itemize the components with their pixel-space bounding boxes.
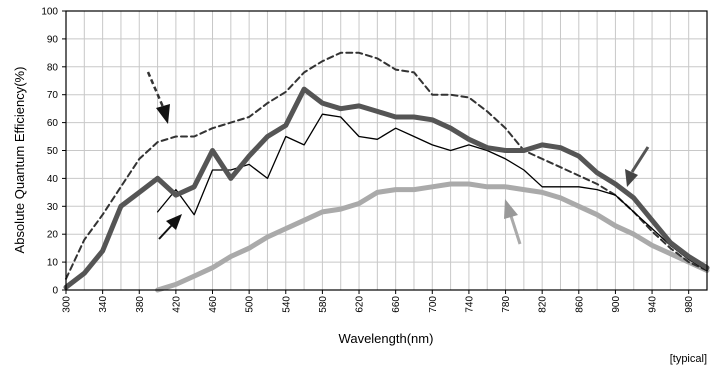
y-tick-label: 0 xyxy=(52,286,58,297)
x-tick-label: 740 xyxy=(464,296,475,313)
y-tick-label: 90 xyxy=(47,34,59,45)
series-line-3 xyxy=(156,113,708,272)
x-tick-label: 500 xyxy=(245,296,256,313)
grid xyxy=(66,11,707,290)
y-tick-label: 80 xyxy=(47,62,59,73)
x-tick-label: 660 xyxy=(391,296,402,313)
x-tick-label: 340 xyxy=(98,296,109,313)
annotations xyxy=(146,71,650,245)
y-tick-label: 40 xyxy=(47,174,59,185)
x-tick-label: 700 xyxy=(428,296,439,313)
x-tick-label: 860 xyxy=(574,296,585,313)
typical-note: [typical] xyxy=(670,353,707,365)
y-tick-label: 100 xyxy=(41,7,58,18)
x-tick-label: 780 xyxy=(501,296,512,313)
y-tick-label: 20 xyxy=(47,230,59,241)
y-tick-label: 50 xyxy=(47,146,59,157)
y-tick-label: 70 xyxy=(47,90,59,101)
arrow-thick-curve-icon xyxy=(625,146,650,187)
x-tick-label: 900 xyxy=(611,296,622,313)
y-tick-label: 10 xyxy=(47,258,59,269)
x-axis-label: Wavelength(nm) xyxy=(339,331,434,346)
series-line-2 xyxy=(63,86,710,290)
axes: 0 10 20 30 40 50 60 70 80 90 100 300 340 380 420 460 500… xyxy=(41,7,708,313)
series-line-4 xyxy=(155,181,710,293)
series-layer xyxy=(63,51,710,293)
x-tick-label: 620 xyxy=(355,296,366,313)
y-tick-label: 30 xyxy=(47,202,59,213)
x-tick-label: 460 xyxy=(208,296,219,313)
x-tick-label: 580 xyxy=(318,296,329,313)
x-tick-label: 300 xyxy=(62,296,73,313)
arrow-dashed-curve-icon xyxy=(146,71,170,124)
y-axis-label: Absolute Quantum Efficiency(%) xyxy=(12,67,27,254)
x-tick-label: 980 xyxy=(684,296,695,313)
arrow-gray-curve-icon xyxy=(504,199,522,245)
y-tick-label: 60 xyxy=(47,118,59,129)
x-tick-label: 420 xyxy=(171,296,182,313)
x-tick-label: 820 xyxy=(538,296,549,313)
series-line-1 xyxy=(65,51,708,280)
arrow-thin-curve-icon xyxy=(158,214,182,240)
x-tick-label: 380 xyxy=(135,296,146,313)
x-tick-label: 940 xyxy=(648,296,659,313)
x-tick-label: 540 xyxy=(281,296,292,313)
